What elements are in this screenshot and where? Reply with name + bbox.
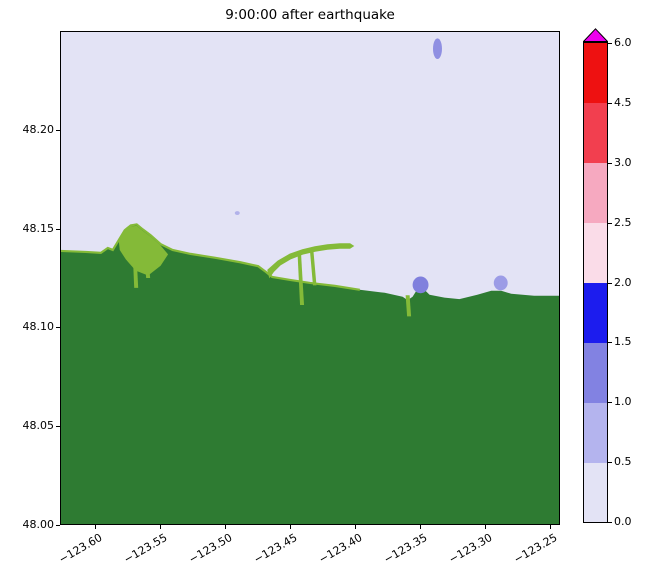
y-tick-mark bbox=[56, 129, 60, 131]
colorbar-tick-mark bbox=[608, 102, 612, 104]
x-tick-mark bbox=[419, 525, 421, 529]
x-tick-mark bbox=[224, 525, 226, 529]
y-tick-mark bbox=[56, 327, 60, 329]
colorbar-tick-mark bbox=[608, 222, 612, 224]
colorbar-segment bbox=[584, 282, 607, 343]
shore-patch bbox=[118, 225, 169, 276]
colorbar-tick-label: 0.0 bbox=[614, 515, 632, 528]
colorbar-tick-label: 2.5 bbox=[614, 215, 632, 229]
x-tick-label: −123.30 bbox=[446, 531, 495, 567]
x-tick-label: −123.50 bbox=[186, 531, 235, 567]
colorbar-tick-label: 4.5 bbox=[614, 95, 632, 109]
y-tick-label: 48.20 bbox=[22, 122, 55, 136]
colorbar-segment bbox=[584, 342, 607, 403]
map-canvas bbox=[61, 38, 559, 524]
y-tick-label: 48.15 bbox=[22, 221, 55, 235]
colorbar-extend-arrow-icon bbox=[583, 28, 608, 42]
y-tick-label: 48.05 bbox=[22, 419, 55, 433]
wave-height-patch bbox=[234, 211, 240, 216]
shore-patch bbox=[297, 253, 305, 306]
sand-spit bbox=[268, 244, 353, 276]
x-tick-label: −123.25 bbox=[511, 531, 560, 567]
x-tick-mark bbox=[549, 525, 551, 529]
colorbar-tick-label: 3.0 bbox=[614, 155, 632, 169]
shore-patch bbox=[310, 251, 317, 286]
colorbar bbox=[583, 42, 608, 523]
x-tick-label: −123.60 bbox=[56, 531, 105, 567]
shore-patch bbox=[405, 295, 412, 317]
colorbar-tick-mark bbox=[608, 162, 612, 164]
colorbar-tick-label: 2.0 bbox=[614, 275, 632, 289]
x-tick-mark bbox=[95, 525, 97, 529]
plot-area bbox=[60, 31, 560, 525]
y-tick-mark bbox=[56, 426, 60, 428]
colorbar-tick-label: 0.5 bbox=[614, 455, 632, 469]
wave-height-patch bbox=[493, 275, 508, 291]
colorbar-tick-mark bbox=[608, 402, 612, 404]
colorbar-tick-mark bbox=[608, 522, 612, 523]
x-tick-mark bbox=[354, 525, 356, 529]
colorbar-tick-mark bbox=[608, 342, 612, 344]
x-tick-mark bbox=[484, 525, 486, 529]
colorbar-segment bbox=[584, 462, 607, 522]
colorbar-tick-label: 1.0 bbox=[614, 395, 632, 409]
colorbar-tick-mark bbox=[608, 43, 612, 44]
colorbar-segment bbox=[584, 402, 607, 463]
shore-patch bbox=[142, 233, 151, 278]
x-tick-label: −123.45 bbox=[251, 531, 300, 567]
chart-title: 9:00:00 after earthquake bbox=[225, 7, 395, 23]
colorbar-segment bbox=[584, 222, 607, 284]
colorbar-tick-mark bbox=[608, 282, 612, 284]
colorbar-tick-mark bbox=[608, 462, 612, 464]
y-tick-label: 48.00 bbox=[22, 518, 55, 531]
y-tick-mark bbox=[56, 228, 60, 230]
land-region bbox=[61, 224, 559, 524]
x-tick-label: −123.55 bbox=[121, 531, 170, 567]
x-tick-label: −123.40 bbox=[316, 531, 365, 567]
x-tick-mark bbox=[160, 525, 161, 529]
colorbar-segment bbox=[584, 162, 607, 224]
x-tick-mark bbox=[289, 525, 291, 529]
y-tick-mark bbox=[56, 525, 60, 526]
x-tick-label: −123.35 bbox=[381, 531, 430, 567]
y-tick-label: 48.10 bbox=[22, 320, 55, 334]
colorbar-tick-label: 1.5 bbox=[614, 335, 632, 349]
coastline-fringe bbox=[61, 224, 360, 289]
wave-height-patch bbox=[412, 276, 429, 294]
shore-patch bbox=[131, 228, 139, 288]
colorbar-segment bbox=[584, 102, 607, 164]
colorbar-segment bbox=[584, 43, 607, 104]
colorbar-tick-label: 6.0 bbox=[614, 36, 632, 49]
wave-height-patch bbox=[433, 38, 442, 60]
